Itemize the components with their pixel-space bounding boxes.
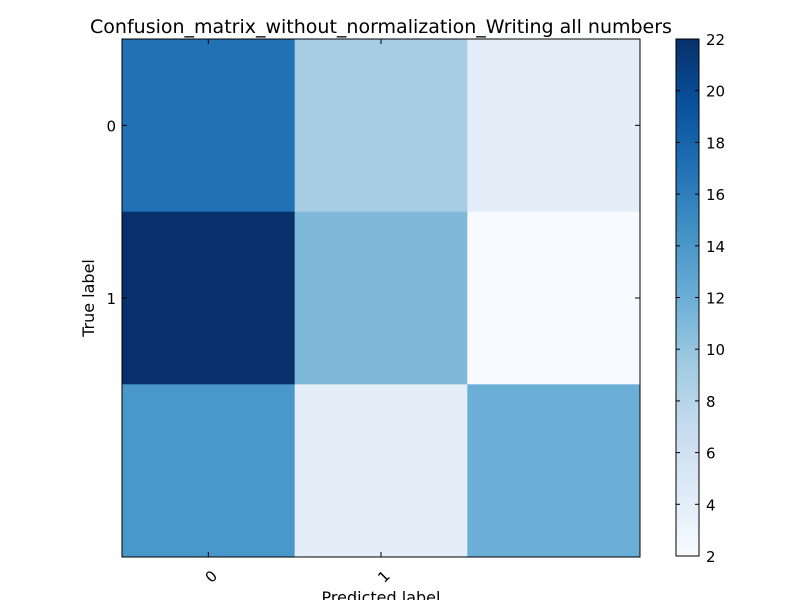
heatmap-cells — [122, 39, 641, 558]
heatmap-cell — [294, 39, 468, 213]
x-axis-label: Predicted label — [322, 588, 441, 600]
heatmap-cell — [294, 211, 468, 385]
colorbar-tick-label: 20 — [706, 83, 725, 101]
colorbar-tick-label: 14 — [706, 238, 725, 256]
colorbar-tick-label: 8 — [706, 393, 716, 411]
colorbar-tick-label: 18 — [706, 134, 725, 152]
colorbar-tick-label: 12 — [706, 290, 725, 308]
y-tick-label: 0 — [106, 117, 116, 135]
y-axis-label: True label — [79, 259, 98, 338]
heatmap-cell — [467, 211, 641, 385]
chart-title: Confusion_matrix_without_normalization_W… — [90, 16, 672, 38]
heatmap-cell — [122, 39, 296, 213]
y-tick-labels: 01 — [106, 117, 116, 308]
heatmap-cell — [122, 384, 296, 558]
heatmap-cell — [467, 39, 641, 213]
x-tick-label: 1 — [374, 567, 393, 586]
colorbar-tick-label: 22 — [706, 31, 725, 49]
colorbar-tick-label: 2 — [706, 548, 716, 566]
heatmap-cell — [294, 384, 468, 558]
colorbar-ticks: 2 4 6 8 10 12 14 16 18 20 22 — [676, 31, 725, 566]
heatmap-cell — [122, 211, 296, 385]
axis-ticks — [122, 39, 640, 557]
x-tick-label: 0 — [202, 567, 221, 586]
colorbar-tick-label: 16 — [706, 186, 725, 204]
y-tick-label: 1 — [106, 290, 116, 308]
colorbar-tick-label: 4 — [706, 496, 716, 514]
heatmap-cell — [467, 384, 641, 558]
colorbar-tick-label: 6 — [706, 445, 716, 463]
colorbar-tick-label: 10 — [706, 341, 725, 359]
